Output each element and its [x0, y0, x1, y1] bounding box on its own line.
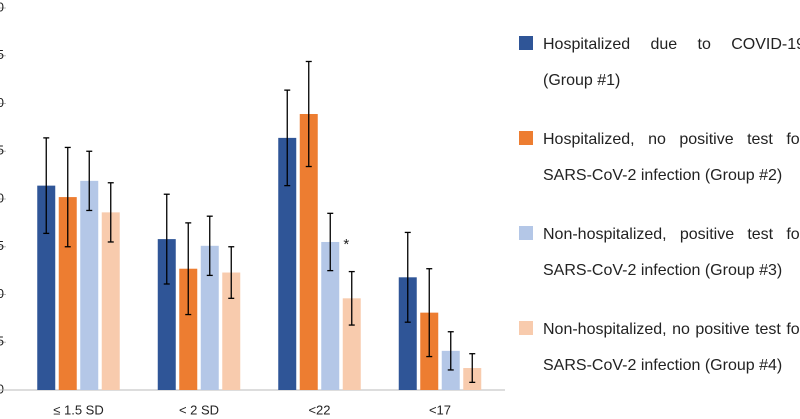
bar [200, 245, 219, 390]
error-bar [469, 353, 476, 384]
legend: Hospitalized due to COVID-19 (Group #1) H… [519, 27, 800, 407]
error-bar [64, 146, 71, 248]
legend-item: Hospitalized, no positive test for SARS-… [519, 122, 800, 217]
x-tick-label: < 2 SD [179, 402, 219, 417]
x-tick-label: ≤ 1.5 SD [53, 402, 104, 417]
y-tick-label: 20 [0, 190, 4, 205]
legend-swatch [519, 321, 533, 335]
error-bar [404, 231, 411, 323]
bar [321, 241, 340, 390]
bar [179, 268, 198, 390]
y-tick-label: 5 [0, 334, 4, 349]
error-bar [284, 89, 291, 187]
error-bar [447, 331, 454, 371]
y-tick-label: 30 [0, 95, 4, 110]
bar [398, 277, 417, 390]
error-bar [43, 137, 50, 235]
y-tick-label: 15 [0, 238, 4, 253]
error-bar [305, 60, 312, 168]
error-bar [163, 193, 170, 285]
legend-item: Non-hospitalized, no positive test for S… [519, 312, 800, 407]
legend-label: Non-hospitalized, positive test for SARS… [543, 226, 800, 279]
legend-swatch [519, 226, 533, 240]
bar [278, 137, 297, 390]
error-bar [348, 270, 355, 326]
legend-label: Hospitalized, no positive test for SARS-… [543, 131, 800, 184]
error-bar [86, 150, 93, 212]
y-tick-label: 40 [0, 0, 4, 14]
error-bar [327, 212, 334, 272]
bar [342, 298, 361, 390]
legend-item: Hospitalized due to COVID-19 (Group #1) [519, 27, 800, 122]
bar [80, 180, 99, 390]
error-bar [228, 246, 235, 299]
y-tick-label: 10 [0, 286, 4, 301]
bar [101, 212, 120, 390]
bar [299, 114, 318, 390]
error-bar [426, 268, 433, 358]
legend-label: Non-hospitalized, no positive test for S… [543, 321, 800, 374]
y-tick-label: 0 [0, 381, 4, 396]
legend-swatch [519, 131, 533, 145]
legend-label: Hospitalized due to COVID-19 (Group #1) [543, 36, 800, 89]
legend-item: Non-hospitalized, positive test for SARS… [519, 217, 800, 312]
bar [37, 185, 56, 390]
x-tick-label: <17 [429, 402, 451, 417]
bar [157, 239, 176, 390]
x-tick-label: <22 [308, 402, 330, 417]
annotation: * [343, 236, 349, 253]
bar [58, 197, 77, 390]
y-tick-label: 35 [0, 47, 4, 62]
bar [222, 272, 241, 390]
error-bar [107, 182, 114, 243]
y-tick-label: 25 [0, 143, 4, 158]
error-bar [206, 215, 213, 277]
error-bar [185, 222, 192, 316]
legend-swatch [519, 36, 533, 50]
